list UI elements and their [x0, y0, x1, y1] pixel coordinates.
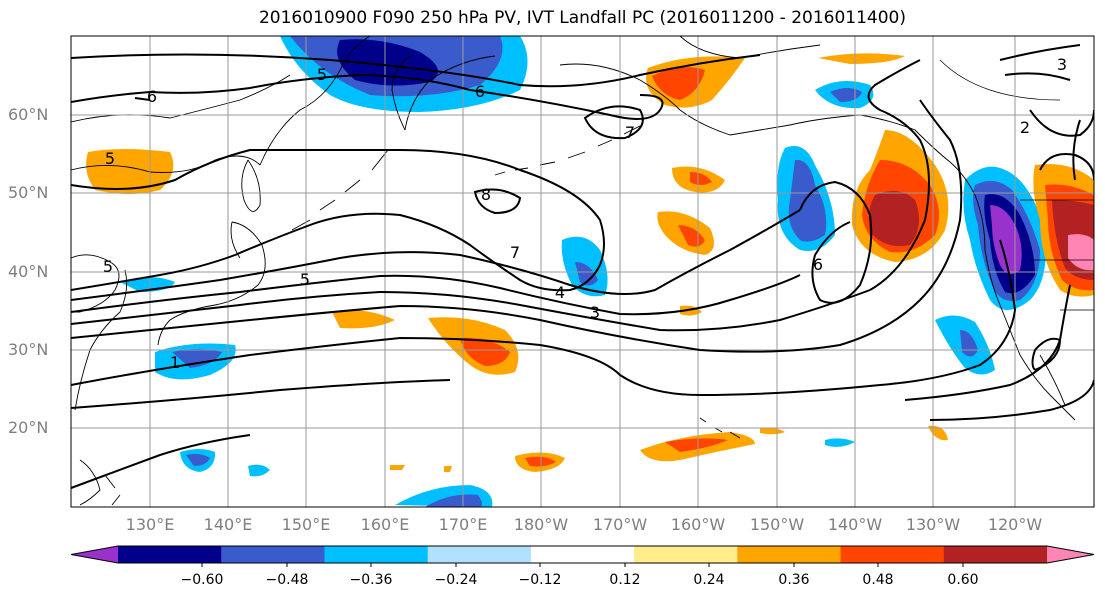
colorbar [70, 545, 1095, 564]
colorbar-segment [324, 546, 429, 563]
gridlines [71, 36, 1094, 507]
lat-label: 40°N [8, 262, 49, 281]
colorbar-tick-label: −0.60 [180, 572, 224, 588]
lon-label: 150°W [749, 515, 805, 534]
lon-label: 120°W [987, 515, 1043, 534]
contour-label: 3 [590, 303, 600, 322]
contour-label: 5 [317, 65, 327, 84]
colorbar-segment [118, 546, 222, 563]
contour-label: 1 [170, 353, 180, 372]
colorbar-segment [737, 546, 842, 563]
lon-label: 140°W [827, 515, 883, 534]
lon-label: 140°E [203, 515, 253, 534]
colorbar-tick-label: −0.24 [434, 572, 478, 588]
contour-label: 6 [147, 87, 157, 106]
colorbar-segment [943, 546, 1048, 563]
contour-label: 7 [510, 243, 520, 262]
colorbar-tick-label: 0.12 [609, 572, 641, 588]
lon-label: 150°E [281, 515, 331, 534]
colorbar-tick-label: 0.36 [778, 572, 810, 588]
colorbar-segment [530, 546, 635, 563]
lat-label: 60°N [8, 105, 49, 124]
map-panel: 5 6 6 5 7 8 7 5 4 3 1 6 5 2 3 [71, 36, 1094, 507]
lat-label: 20°N [8, 418, 49, 437]
map-title: 2016010900 F090 250 hPa PV, IVT Landfall… [258, 8, 906, 28]
contour-label: 5 [105, 149, 115, 168]
lon-label: 130°E [125, 515, 175, 534]
contour-label: 8 [481, 185, 491, 204]
lat-label: 50°N [8, 183, 49, 202]
colorbar-tick-label: 0.24 [693, 572, 725, 588]
lon-label: 170°W [592, 515, 648, 534]
lon-label: 170°E [438, 515, 488, 534]
contour-label: 4 [555, 283, 565, 302]
colorbar-tick-label: 0.60 [947, 572, 979, 588]
colorbar-extend-min [71, 546, 118, 563]
colorbar-outline [70, 545, 1095, 564]
colorbar-segment [427, 546, 532, 563]
colorbar-segment [221, 546, 325, 563]
lon-label: 160°W [670, 515, 726, 534]
contour-labels: 5 6 6 5 7 8 7 5 4 3 1 6 5 2 3 [103, 55, 1067, 372]
lon-label: 130°W [905, 515, 961, 534]
contour-label: 7 [625, 123, 635, 142]
contour-label: 2 [1020, 118, 1030, 137]
colorbar-extend-max [1047, 546, 1094, 563]
lon-label: 160°E [360, 515, 410, 534]
colorbar-tick-label: −0.36 [349, 572, 393, 588]
contour-label: 5 [103, 257, 113, 276]
contour-label: 6 [813, 255, 823, 274]
pv-contours [71, 44, 1094, 489]
colorbar-segment [840, 546, 945, 563]
shading-negative [120, 36, 1046, 507]
lat-label: 30°N [8, 340, 49, 359]
colorbar-tick-label: −0.12 [518, 572, 562, 588]
colorbar-tick-label: 0.48 [862, 572, 894, 588]
lon-label: 180°W [513, 515, 569, 534]
contour-label: 3 [1057, 55, 1067, 74]
colorbar-segment [634, 546, 738, 563]
map-frame [70, 35, 1095, 508]
contour-label: 6 [475, 82, 485, 101]
colorbar-tick-label: −0.48 [265, 572, 309, 588]
contour-label: 5 [300, 270, 310, 289]
colorbar-ticks [201, 563, 964, 567]
